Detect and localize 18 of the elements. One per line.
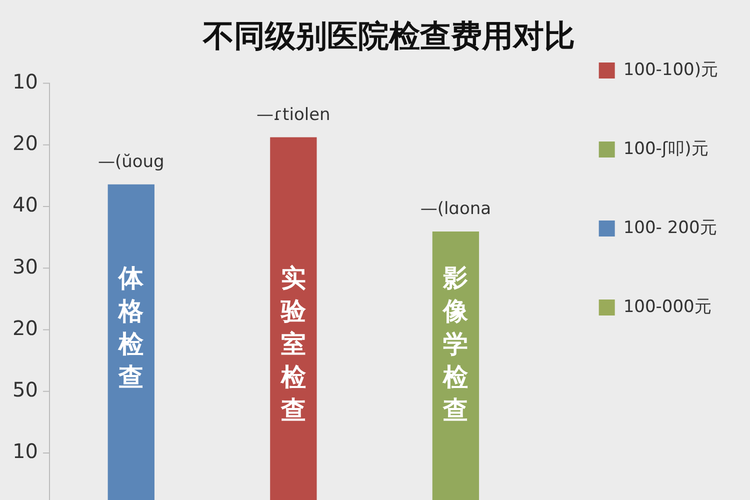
text: 50 [12,378,38,402]
chart-title: 不同级别医院检查费用对比 [202,18,575,55]
annotation: —(lɑona [420,199,492,220]
annotation: —ɾtiolen [256,104,330,125]
text: 30 [12,254,38,278]
x-tick-label: 体格检查 [118,263,145,392]
text: 20 [12,316,38,340]
legend-label: 100-ʃ叩)元 [623,138,708,159]
legend-label: 100-000元 [623,296,712,317]
text: 20 [12,131,38,156]
x-tick-label: 影像学检查 [442,263,470,424]
text: 40 [12,192,38,217]
text: 10 [12,439,38,464]
annotation: —(ŭoug [98,152,164,172]
text: 10 [12,69,38,94]
x-tick-label: 实验室检查 [280,263,307,424]
legend-label: 100- 200元 [623,218,717,238]
legend-label: 100-100)元 [623,60,718,80]
